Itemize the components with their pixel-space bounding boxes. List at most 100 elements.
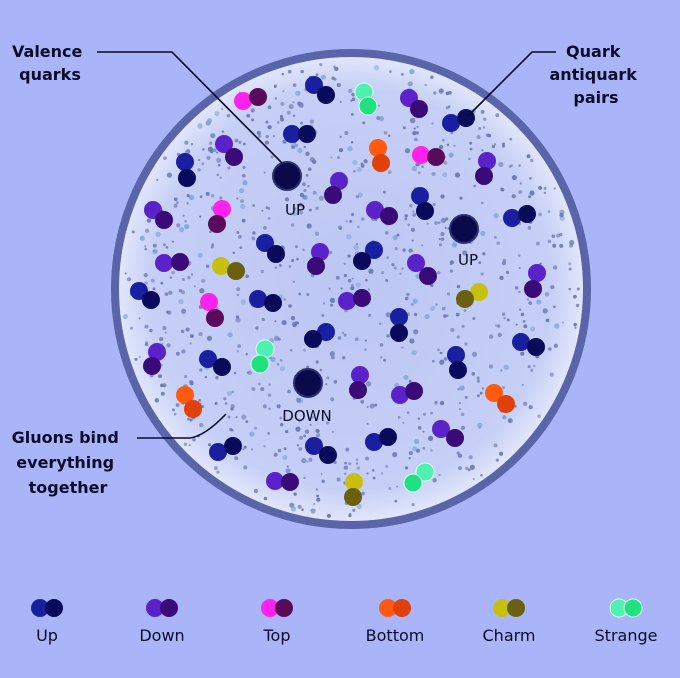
up-pair: [512, 333, 545, 356]
gluon-dot: [295, 426, 301, 432]
top-pair: [200, 293, 224, 327]
gluon-dot: [201, 278, 206, 283]
gluon-dot: [282, 90, 285, 93]
gluon-dot: [272, 134, 276, 138]
gluon-dot: [568, 262, 572, 266]
gluon-dot: [482, 252, 486, 256]
gluon-dot: [480, 474, 483, 477]
gluon-dot: [408, 457, 411, 460]
gluon-dot: [357, 225, 360, 229]
gluon-dot: [283, 447, 287, 451]
gluon-dot: [339, 227, 342, 230]
down-antiquark: [324, 186, 342, 204]
gluon-dot: [234, 456, 239, 461]
gluon-dot: [469, 464, 475, 470]
gluon-dot: [544, 292, 550, 297]
gluon-dot: [412, 210, 415, 213]
gluon-dot: [188, 194, 195, 201]
gluon-dot: [328, 250, 333, 255]
gluon-dot: [155, 231, 161, 237]
down-antiquark: [353, 289, 371, 307]
gluon-dot: [431, 359, 435, 363]
gluon-dot: [238, 234, 242, 239]
gluon-dot: [439, 351, 443, 355]
gluon-dot: [518, 266, 521, 270]
gluon-dot: [355, 282, 361, 288]
gluon-dot: [517, 254, 521, 257]
gluon-dot: [347, 254, 351, 258]
up-pair: [176, 153, 196, 187]
gluon-dot: [556, 233, 561, 238]
gluon-dot: [337, 336, 342, 340]
gluon-dot: [292, 280, 295, 283]
gluon-dot: [483, 117, 487, 121]
gluon-dot: [330, 355, 335, 360]
gluon-dot: [267, 105, 272, 110]
gluon-dot: [263, 171, 266, 174]
down-antiquark: [524, 280, 542, 298]
gluon-dot: [204, 375, 208, 379]
gluon-dot: [350, 141, 354, 144]
gluon-dot: [422, 430, 425, 433]
gluon-dot: [181, 349, 186, 354]
gluon-dot: [149, 328, 153, 333]
gluon-dot: [528, 405, 533, 410]
gluon-dot: [406, 411, 410, 415]
gluon-dot: [197, 252, 203, 259]
charm-quark: [345, 473, 363, 491]
gluon-dot: [424, 83, 428, 87]
gluon-dot: [503, 316, 506, 320]
gluon-dot: [291, 145, 296, 150]
gluon-dot: [214, 111, 220, 117]
top-pair: [234, 88, 267, 110]
gluon-dot: [160, 281, 164, 285]
gluon-dot: [462, 250, 468, 256]
gluon-dot: [355, 195, 360, 199]
gluon-dot: [186, 193, 190, 198]
gluon-dot: [292, 101, 295, 104]
gluon-dot: [562, 321, 565, 324]
gluon-dot: [440, 194, 445, 199]
legend-label-down: Down: [139, 626, 184, 645]
up-pair: [130, 282, 160, 309]
gluon-dot: [302, 248, 305, 252]
gluon-dot: [279, 359, 283, 362]
gluon-dot: [568, 287, 572, 291]
gluon-dot: [336, 477, 341, 482]
gluon-dot: [296, 444, 300, 447]
gluon-dot: [449, 269, 453, 273]
gluon-dot: [363, 159, 368, 164]
gluon-dot: [460, 412, 465, 417]
gluon-dot: [181, 278, 185, 282]
gluon-dot: [533, 364, 536, 368]
gluon-dot: [491, 144, 496, 149]
up-antiquark: [142, 291, 160, 309]
up-antiquark: [390, 324, 408, 342]
gluon-dot: [245, 420, 249, 423]
legend: Up Down Top Bottom Charm Strange: [31, 598, 657, 645]
gluon-dot: [216, 470, 220, 474]
gluon-dot: [350, 112, 354, 116]
down-antiquark: [225, 148, 243, 166]
gluon-dot: [214, 401, 218, 406]
legend-label-charm: Charm: [483, 626, 536, 645]
annotation-lines: [97, 51, 556, 439]
gluon-dot: [403, 374, 409, 381]
gluon-dot: [336, 82, 341, 88]
up-quark: [365, 241, 383, 259]
gluon-dot: [246, 113, 250, 118]
gluon-dot: [377, 104, 380, 107]
gluon-dot: [495, 458, 499, 462]
gluon-dot: [434, 401, 438, 405]
gluon-dot: [343, 333, 347, 337]
gluon-dot: [301, 194, 307, 200]
gluon-dot: [446, 314, 449, 317]
gluon-dot: [496, 324, 501, 328]
gluon-dot: [509, 137, 513, 141]
gluon-dot: [180, 329, 185, 334]
gluon-dot: [256, 130, 261, 135]
gluon-dot: [351, 97, 356, 102]
up-pair: [390, 308, 408, 342]
gluon-dot: [241, 218, 246, 223]
bottom-antiquark: [497, 395, 515, 413]
